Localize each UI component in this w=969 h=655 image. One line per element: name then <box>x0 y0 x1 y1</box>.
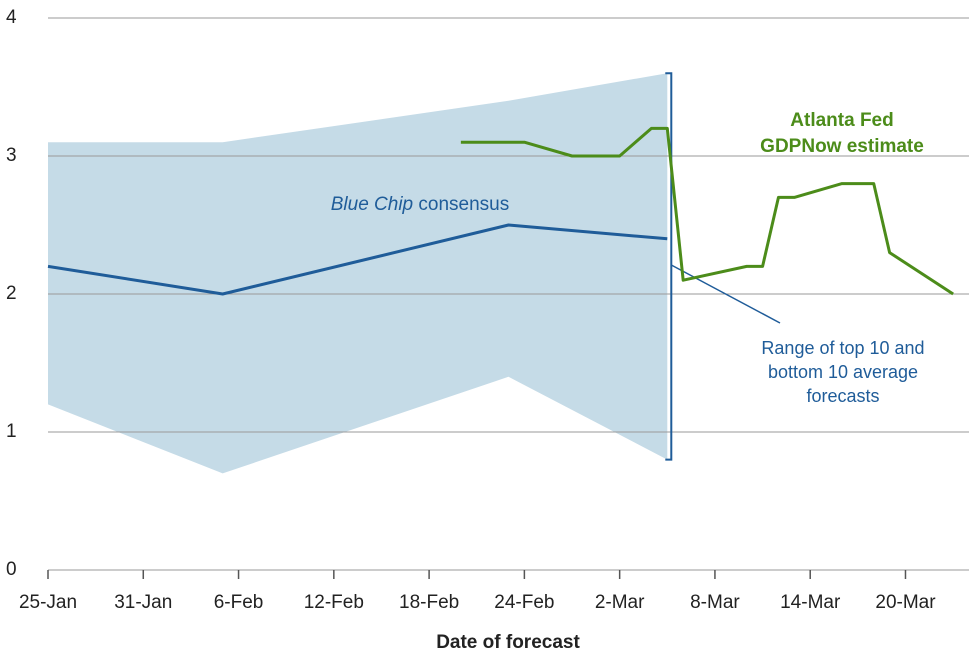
consensus-label: Blue Chip consensus <box>331 194 510 215</box>
x-tick-label: 14-Mar <box>780 592 841 613</box>
consensus-label-italic: Blue Chip <box>331 194 413 215</box>
x-axis-label: Date of forecast <box>436 632 580 653</box>
x-tick-label: 6-Feb <box>214 592 264 613</box>
consensus-label-rest: consensus <box>418 194 509 215</box>
x-tick-label: 20-Mar <box>875 592 936 613</box>
y-tick-label: 2 <box>6 283 17 304</box>
gdpnow-label: GDPNow estimate <box>760 136 924 157</box>
x-tick-label: 25-Jan <box>19 592 77 613</box>
x-tick-label: 31-Jan <box>114 592 172 613</box>
range-label: Range of top 10 and <box>761 338 924 358</box>
range-label: bottom 10 average <box>768 362 918 382</box>
gdpnow-label: Atlanta Fed <box>790 110 893 131</box>
range-bracket <box>665 72 673 461</box>
range-label: forecasts <box>806 386 879 406</box>
y-tick-label: 3 <box>6 145 17 166</box>
y-tick-label: 4 <box>6 7 17 28</box>
y-tick-label: 0 <box>6 559 17 580</box>
x-tick-label: 8-Mar <box>690 592 740 613</box>
x-tick-label: 18-Feb <box>399 592 459 613</box>
x-tick-label: 12-Feb <box>304 592 364 613</box>
series-line <box>460 126 954 296</box>
series-line <box>47 223 668 296</box>
x-tick-label: 24-Feb <box>494 592 554 613</box>
x-tick-label: 2-Mar <box>595 592 645 613</box>
plot: 0 1 2 3 4 25-Jan 31-Jan 6-Feb 12-Feb 18-Feb 24-Feb… <box>6 7 969 613</box>
range-band <box>48 73 668 474</box>
range-pointer <box>670 264 781 324</box>
y-tick-label: 1 <box>6 421 17 442</box>
